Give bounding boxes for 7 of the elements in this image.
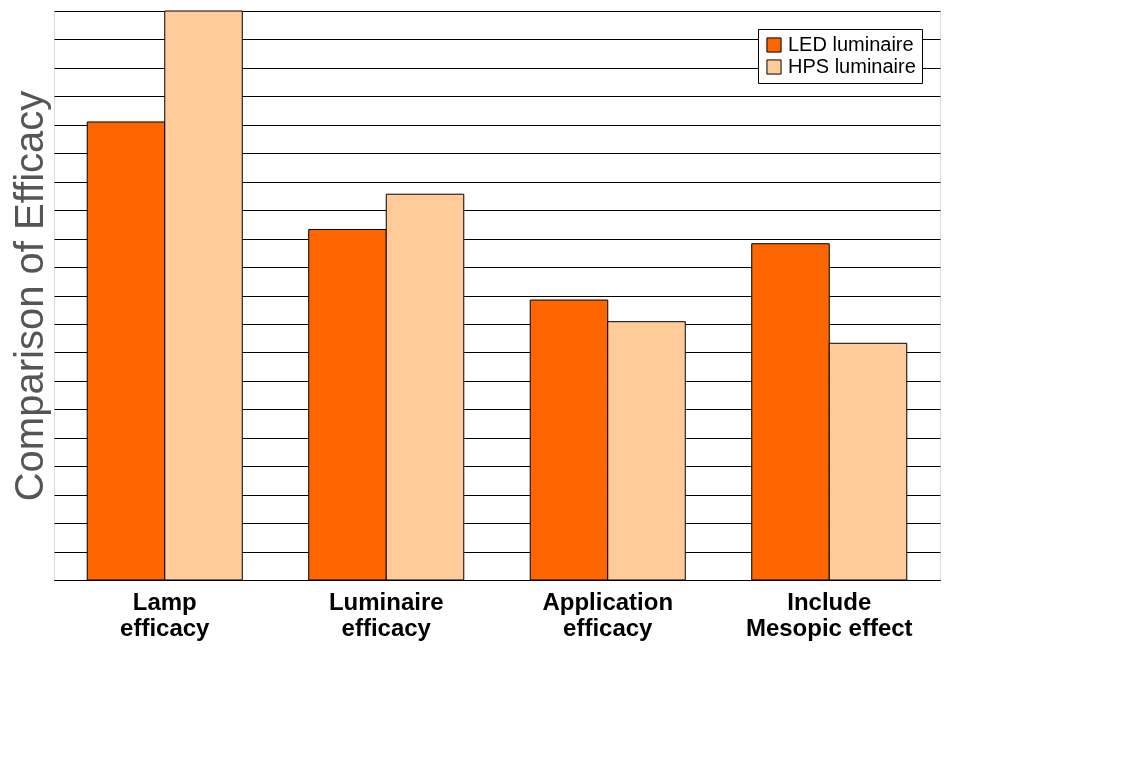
x-tick-label: Lamp efficacy [120, 587, 211, 641]
legend-label: HPS luminaire [788, 55, 916, 77]
x-tick-label: Luminaire efficacy [328, 587, 444, 641]
x-tick-label: Application efficacy [542, 587, 674, 641]
y-axis-title: Comparison of Efficacy [6, 90, 51, 502]
x-tick-label: Include Mesopic effect [745, 587, 913, 641]
legend-label: LED luminaire [788, 33, 914, 55]
